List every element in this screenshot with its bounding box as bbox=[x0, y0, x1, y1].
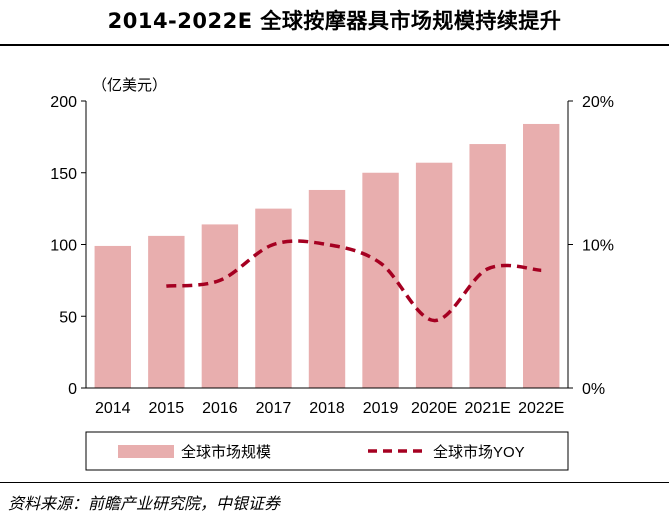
bar bbox=[94, 245, 131, 388]
x-tick-label: 2015 bbox=[149, 400, 185, 417]
x-tick-label: 2018 bbox=[309, 400, 345, 417]
chart-title: 2014-2022E 全球按摩器具市场规模持续提升 bbox=[107, 9, 562, 33]
x-tick-label: 2016 bbox=[202, 400, 238, 417]
x-tick-label: 2017 bbox=[256, 400, 292, 417]
source-rule bbox=[0, 482, 669, 483]
bar bbox=[469, 144, 506, 388]
y2-tick-label: 10% bbox=[582, 238, 614, 255]
y-axis-label: （亿美元） bbox=[92, 77, 167, 94]
legend-swatch-bar bbox=[118, 445, 174, 458]
y-tick-label: 150 bbox=[50, 166, 77, 183]
legend: 全球市场规模 全球市场YOY bbox=[85, 431, 569, 471]
y-axis-left: 0 50 100 150 200 bbox=[50, 94, 87, 398]
y2-tick-label: 0% bbox=[582, 381, 605, 398]
title-rule bbox=[0, 44, 669, 46]
y-tick-label: 100 bbox=[50, 238, 77, 255]
source-note: 资料来源：前瞻产业研究院，中银证券 bbox=[8, 494, 281, 513]
bar-series bbox=[94, 123, 560, 389]
bar bbox=[201, 224, 239, 388]
y-axis-right: 0% 10% 20% bbox=[567, 94, 614, 398]
bar bbox=[148, 235, 185, 388]
y-tick-label: 0 bbox=[68, 381, 77, 398]
legend-label-line: 全球市场YOY bbox=[433, 443, 525, 461]
yoy-line bbox=[166, 239, 542, 323]
chart: （亿美元） 0 50 100 150 200 0% 10% 20% 2014 2015 2016… bbox=[50, 77, 614, 471]
x-tick-label: 2020E bbox=[411, 400, 457, 417]
x-tick-label: 2022E bbox=[518, 400, 564, 417]
bar bbox=[255, 208, 292, 388]
y2-tick-label: 20% bbox=[582, 94, 614, 111]
x-tick-label: 2019 bbox=[363, 400, 399, 417]
x-tick-label: 2014 bbox=[95, 400, 131, 417]
bar bbox=[308, 189, 346, 388]
bar bbox=[362, 172, 399, 388]
legend-label-bar: 全球市场规模 bbox=[181, 443, 271, 461]
bar bbox=[415, 162, 453, 388]
y-tick-label: 50 bbox=[59, 309, 77, 326]
y-tick-label: 200 bbox=[50, 94, 77, 111]
bar bbox=[523, 123, 560, 389]
x-tick-label: 2021E bbox=[465, 400, 511, 417]
legend-box bbox=[85, 431, 569, 471]
line-series bbox=[166, 239, 542, 323]
x-axis: 2014 2015 2016 2017 2018 2019 2020E 2021E 2022E bbox=[86, 387, 568, 417]
